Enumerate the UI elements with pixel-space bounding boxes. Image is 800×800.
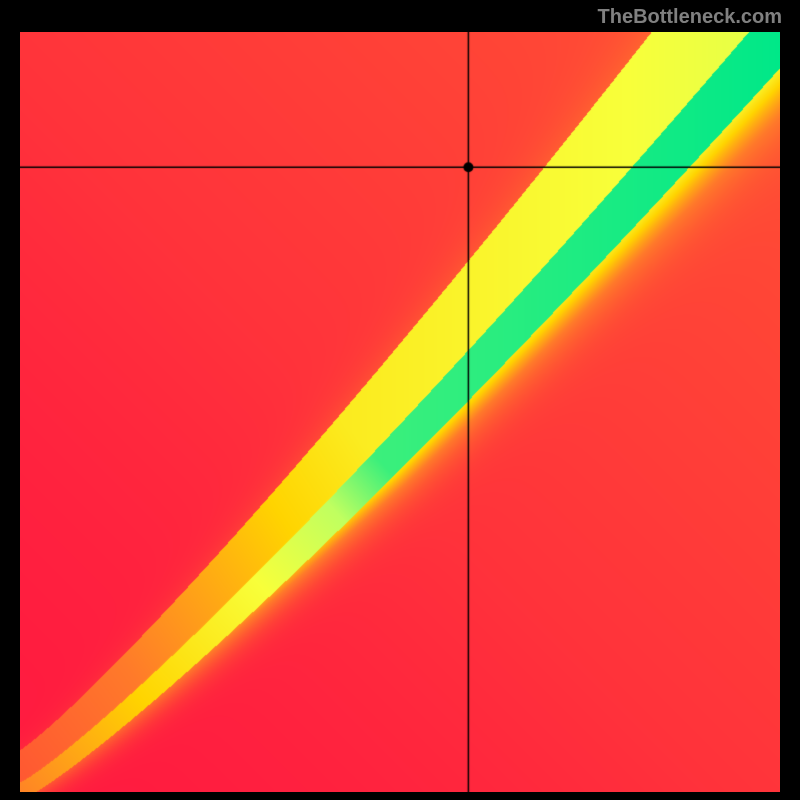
watermark-text: TheBottleneck.com: [598, 6, 782, 29]
heatmap-canvas: [20, 32, 780, 792]
